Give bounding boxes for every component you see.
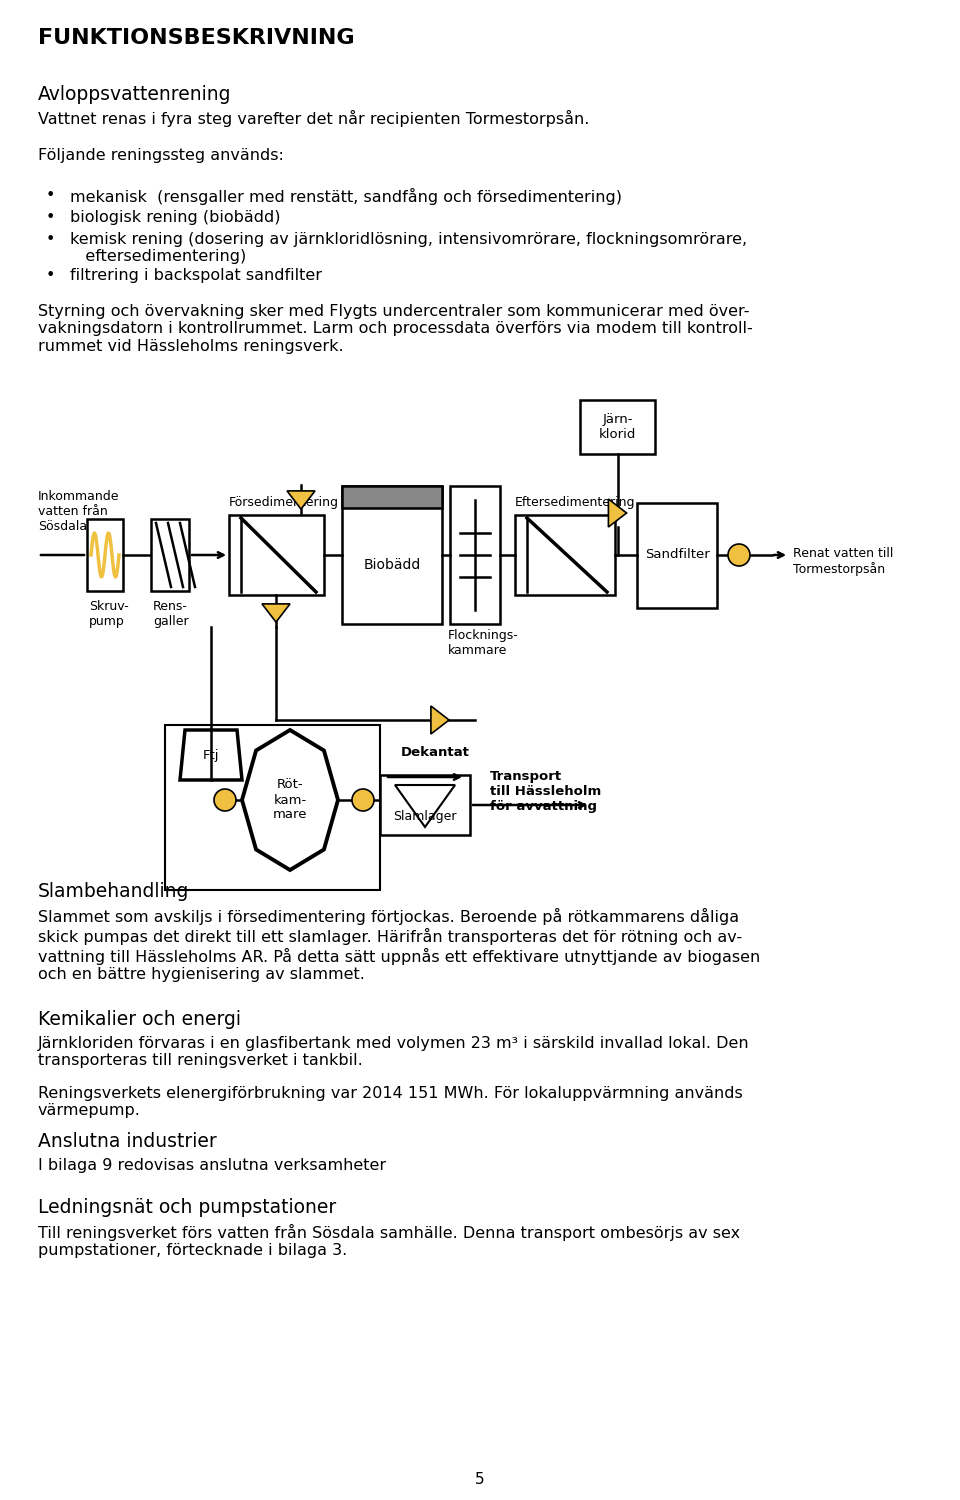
Bar [380,776,470,836]
Bar [229,514,324,596]
Text: Flocknings-
kammare: Flocknings- kammare [448,628,518,657]
Text: Järnkloriden förvaras i en glasfibertank med volymen 23 m³ i särskild invallad l: Järnkloriden förvaras i en glasfibertank… [38,1036,750,1068]
Polygon shape [609,500,627,526]
Text: mekanisk  (rensgaller med renstätt, sandfång och försedimentering): mekanisk (rensgaller med renstätt, sandf… [70,188,622,206]
Text: Styrning och övervakning sker med Flygts undercentraler som kommunicerar med öve: Styrning och övervakning sker med Flygts… [38,304,753,354]
Text: Försedimentering: Försedimentering [229,496,339,508]
Text: Rens-
galler: Rens- galler [153,600,188,628]
Bar [515,514,615,596]
Text: Följande reningssteg används:: Följande reningssteg används: [38,148,284,164]
Text: Eftersedimentering: Eftersedimentering [515,496,636,508]
Text: Slambehandling: Slambehandling [38,882,189,902]
Text: •: • [46,188,56,202]
Text: I bilaga 9 redovisas anslutna verksamheter: I bilaga 9 redovisas anslutna verksamhet… [38,1158,386,1173]
Text: Inkommande
vatten från
Sösdala: Inkommande vatten från Sösdala [38,490,119,532]
Polygon shape [287,490,315,508]
Text: Transport
till Hässleholm
för avvattning: Transport till Hässleholm för avvattning [490,770,601,813]
Circle shape [728,544,750,566]
Text: 5: 5 [475,1472,485,1486]
Text: Kemikalier och energi: Kemikalier och energi [38,1010,241,1029]
Text: •: • [46,210,56,225]
Bar [165,724,380,890]
Bar [450,486,500,624]
Text: Ledningsnät och pumpstationer: Ledningsnät och pumpstationer [38,1198,336,1216]
Text: Skruv-
pump: Skruv- pump [89,600,129,628]
Bar [580,400,655,454]
Bar [151,519,189,591]
Bar [342,486,442,624]
Text: •: • [46,268,56,284]
Text: Slammet som avskiljs i försedimentering förtjockas. Beroende på rötkammarens dål: Slammet som avskiljs i försedimentering … [38,908,760,983]
Text: filtrering i backspolat sandfilter: filtrering i backspolat sandfilter [70,268,322,284]
Text: Dekantat: Dekantat [400,746,469,759]
Text: Ftj: Ftj [203,748,219,762]
Text: Till reningsverket förs vatten från Sösdala samhälle. Denna transport ombesörjs : Till reningsverket förs vatten från Sösd… [38,1224,740,1258]
Bar [87,519,123,591]
Text: Slamlager: Slamlager [394,810,457,824]
Text: biologisk rening (biobädd): biologisk rening (biobädd) [70,210,280,225]
Circle shape [214,789,236,812]
Text: Anslutna industrier: Anslutna industrier [38,1132,217,1150]
Polygon shape [395,784,455,826]
Polygon shape [431,706,449,734]
Text: FUNKTIONSBESKRIVNING: FUNKTIONSBESKRIVNING [38,28,354,48]
Polygon shape [180,730,242,780]
Text: Sandfilter: Sandfilter [644,549,709,561]
Text: Avloppsvattenrening: Avloppsvattenrening [38,86,231,104]
Polygon shape [262,604,290,622]
Bar [637,503,717,608]
Text: Vattnet renas i fyra steg varefter det når recipienten Tormestorpsån.: Vattnet renas i fyra steg varefter det n… [38,110,589,128]
Text: Renat vatten till
Tormestorpsån: Renat vatten till Tormestorpsån [793,548,894,576]
Text: Biobädd: Biobädd [364,558,420,572]
Text: Järn-
klorid: Järn- klorid [599,413,636,441]
Text: Reningsverkets elenergiförbrukning var 2014 151 MWh. För lokaluppvärmning använd: Reningsverkets elenergiförbrukning var 2… [38,1086,743,1119]
Text: kemisk rening (dosering av järnkloridlösning, intensivomrörare, flockningsomröra: kemisk rening (dosering av järnkloridlös… [70,232,747,264]
Bar [342,486,442,508]
Circle shape [352,789,374,812]
Polygon shape [242,730,338,870]
Text: Röt-
kam-
mare: Röt- kam- mare [273,778,307,822]
Text: •: • [46,232,56,248]
